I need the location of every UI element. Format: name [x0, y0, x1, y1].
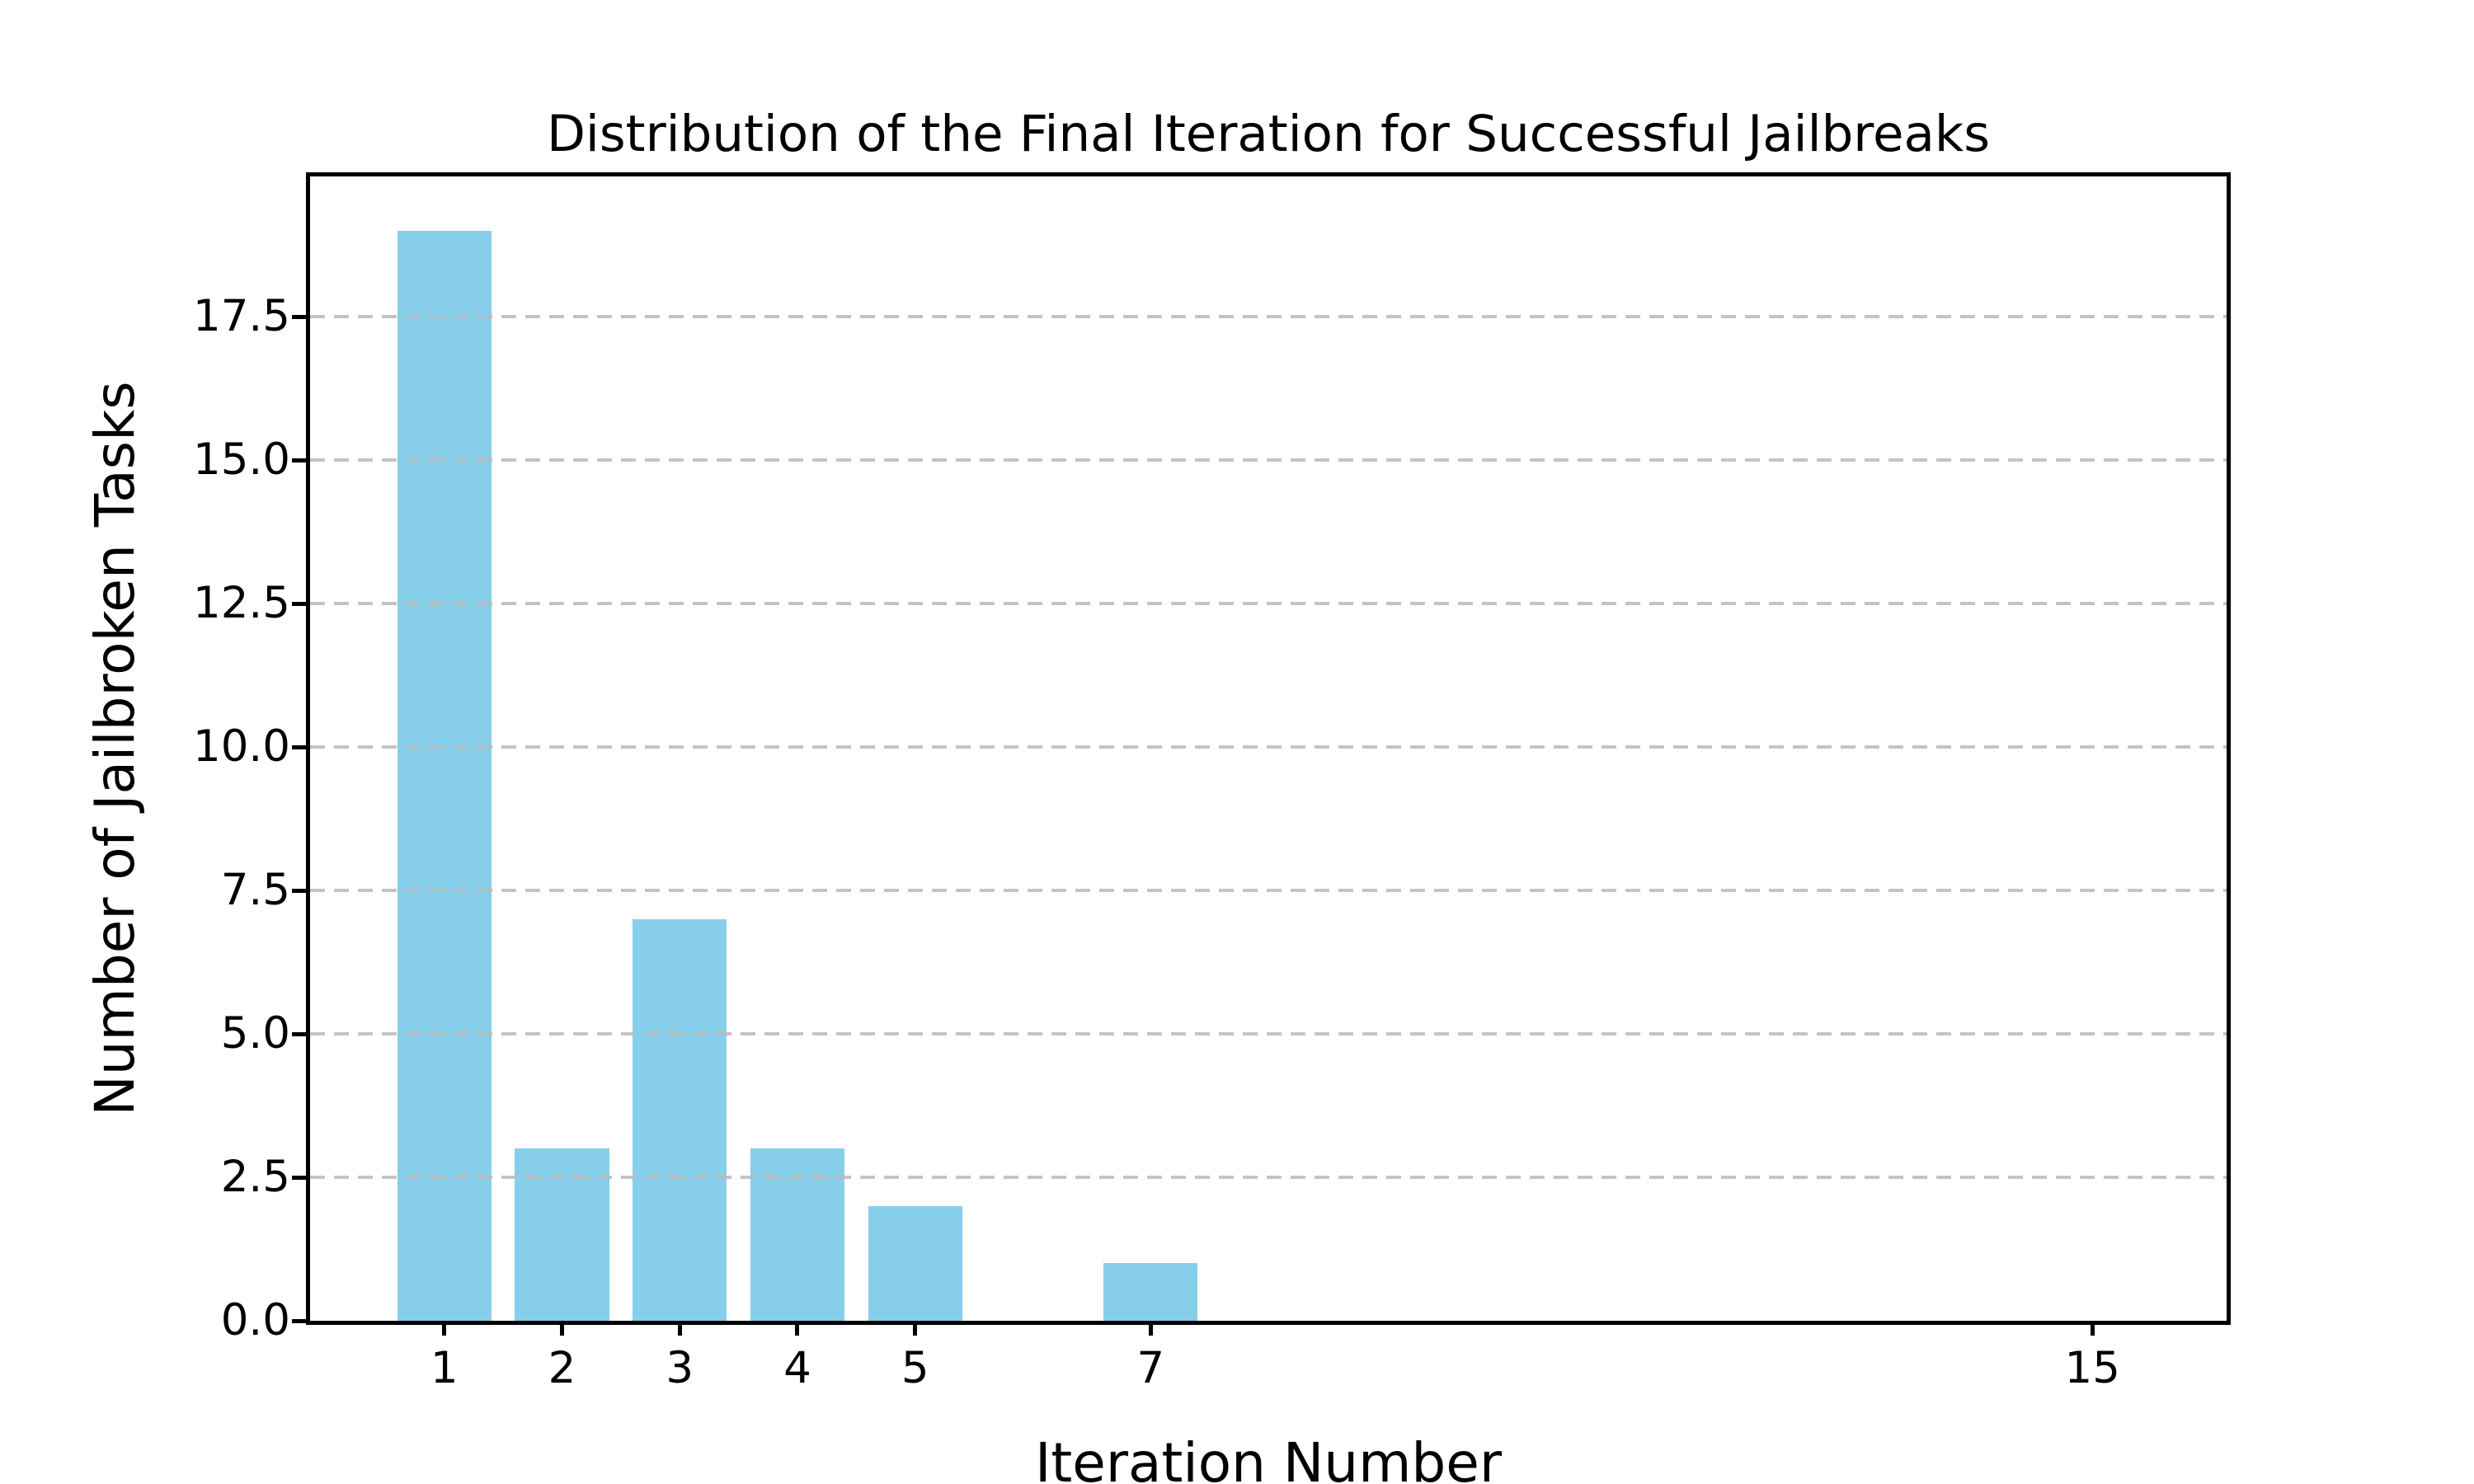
y-tick-label: 7.5 [220, 865, 290, 916]
bar [633, 918, 727, 1321]
gridline [310, 1032, 2227, 1036]
bar [397, 231, 492, 1321]
x-tick-mark [1148, 1321, 1153, 1336]
y-tick-label: 0.0 [220, 1295, 290, 1345]
y-tick-label: 15.0 [192, 434, 290, 486]
plot-area [306, 172, 2231, 1325]
bar [515, 1148, 609, 1321]
gridline [310, 458, 2227, 463]
x-tick-label: 5 [901, 1343, 929, 1393]
y-tick-label: 17.5 [192, 291, 290, 342]
x-axis-label: Iteration Number [1034, 1431, 1503, 1484]
gridline [310, 889, 2227, 893]
gridline [310, 745, 2227, 749]
x-tick-label: 4 [783, 1343, 811, 1393]
gridline [310, 315, 2227, 319]
y-tick-mark [292, 601, 307, 606]
x-tick-mark [559, 1321, 564, 1336]
bar [868, 1205, 962, 1321]
bar [750, 1148, 845, 1321]
x-tick-label: 3 [666, 1343, 694, 1393]
x-tick-label: 15 [2064, 1343, 2120, 1393]
y-tick-mark [292, 1318, 307, 1323]
gridline [310, 1176, 2227, 1180]
x-tick-mark [677, 1321, 682, 1336]
y-tick-mark [292, 744, 307, 749]
y-tick-mark [292, 458, 307, 463]
y-tick-mark [292, 1175, 307, 1180]
x-tick-mark [795, 1321, 800, 1336]
chart-title: Distribution of the Final Iteration for … [546, 105, 1991, 163]
x-tick-mark [2090, 1321, 2095, 1336]
gridline [310, 602, 2227, 606]
x-tick-label: 2 [548, 1343, 576, 1393]
y-tick-label: 12.5 [192, 578, 290, 629]
y-tick-mark [292, 1031, 307, 1036]
y-tick-label: 5.0 [220, 1008, 290, 1059]
bar [1103, 1263, 1198, 1321]
y-tick-mark [292, 314, 307, 319]
y-tick-label: 10.0 [192, 721, 290, 773]
y-tick-label: 2.5 [220, 1152, 290, 1203]
x-tick-mark [442, 1321, 447, 1336]
x-tick-mark [913, 1321, 918, 1336]
y-tick-mark [292, 888, 307, 893]
x-tick-label: 1 [430, 1343, 459, 1393]
x-tick-label: 7 [1136, 1343, 1165, 1393]
